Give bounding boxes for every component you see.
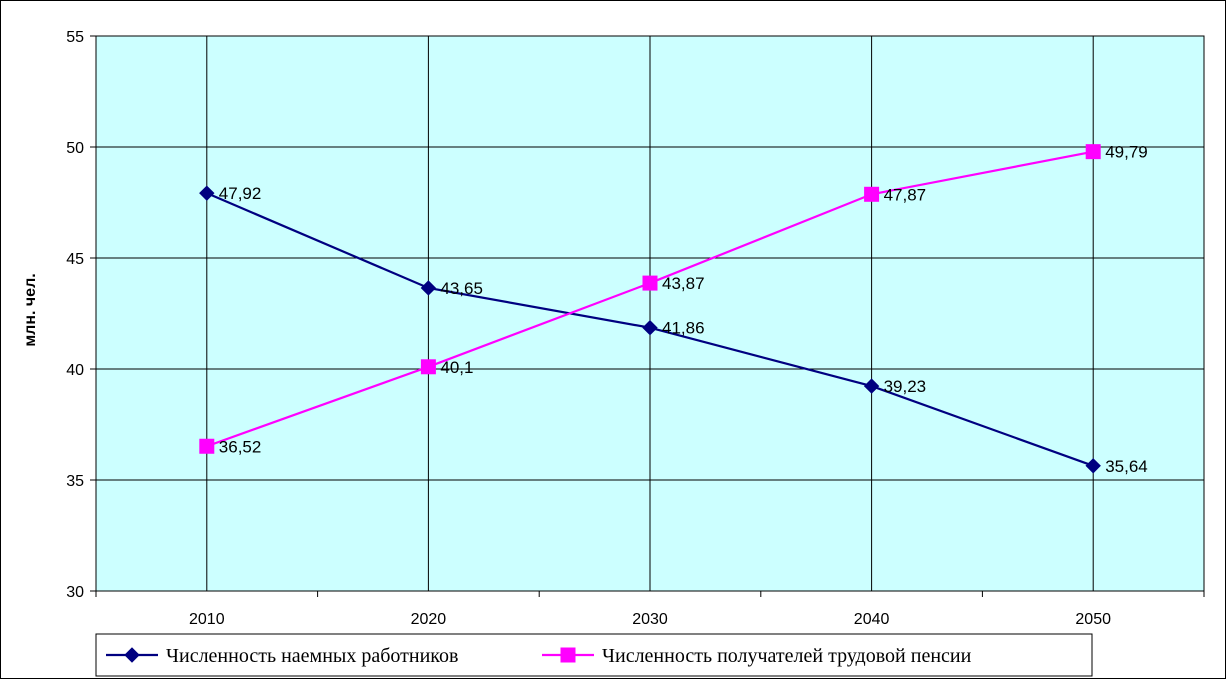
x-tick-label: 2050: [1075, 611, 1111, 628]
y-tick-label: 45: [66, 251, 84, 268]
data-label: 41,86: [662, 319, 705, 338]
data-point-marker: [642, 320, 658, 336]
legend-label: Численность наемных работников: [166, 645, 458, 667]
y-tick-label: 35: [66, 473, 84, 490]
data-label: 43,87: [662, 274, 705, 293]
legend: Численность наемных работников Численност…: [95, 633, 1093, 677]
data-label: 36,52: [219, 437, 262, 456]
y-axis-title: млн. чел.: [22, 273, 39, 346]
data-label: 40,1: [440, 358, 473, 377]
data-label: 39,23: [884, 377, 927, 396]
legend-item-1: Численность наемных работников: [106, 645, 458, 667]
series-2: [199, 144, 1101, 454]
y-tick-label: 30: [66, 584, 84, 601]
data-point-marker: [863, 378, 880, 394]
x-tick-label: 2030: [632, 611, 668, 628]
legend-item-2: Численность получателей трудовой пенсии: [542, 645, 972, 667]
y-tick-label: 50: [66, 140, 84, 157]
series-1: [199, 185, 1101, 474]
data-point-marker: [642, 275, 658, 291]
data-label: 35,64: [1105, 457, 1148, 476]
legend-label: Численность получателей трудовой пенсии: [602, 645, 972, 667]
y-tick-label: 40: [66, 362, 84, 379]
data-label: 47,87: [884, 185, 927, 204]
data-point-marker: [199, 438, 215, 454]
data-point-marker: [199, 185, 215, 201]
data-label: 43,65: [440, 279, 483, 298]
data-labels: 47,92 43,65 41,86 39,23 35,64 36,52 40,1 43,87 4…: [219, 143, 1148, 476]
series: [199, 144, 1101, 474]
data-point-marker: [420, 359, 436, 375]
x-tick-label: 2020: [411, 611, 447, 628]
x-tick-label: 2010: [189, 611, 225, 628]
data-point-marker: [864, 186, 880, 202]
data-point-marker: [420, 280, 437, 296]
x-tick-label: 2040: [854, 611, 890, 628]
legend-marker: [560, 647, 576, 663]
data-label: 47,92: [219, 184, 262, 203]
y-tick-label: 55: [66, 29, 84, 46]
axes: 30 35 40 45 50 55 2010 2020 2030 2040 2050: [66, 29, 1205, 628]
plot-border: [95, 35, 1205, 592]
legend-marker: [124, 647, 140, 663]
data-point-marker: [1085, 458, 1101, 474]
data-label: 49,79: [1105, 143, 1148, 162]
data-point-marker: [1085, 144, 1101, 160]
